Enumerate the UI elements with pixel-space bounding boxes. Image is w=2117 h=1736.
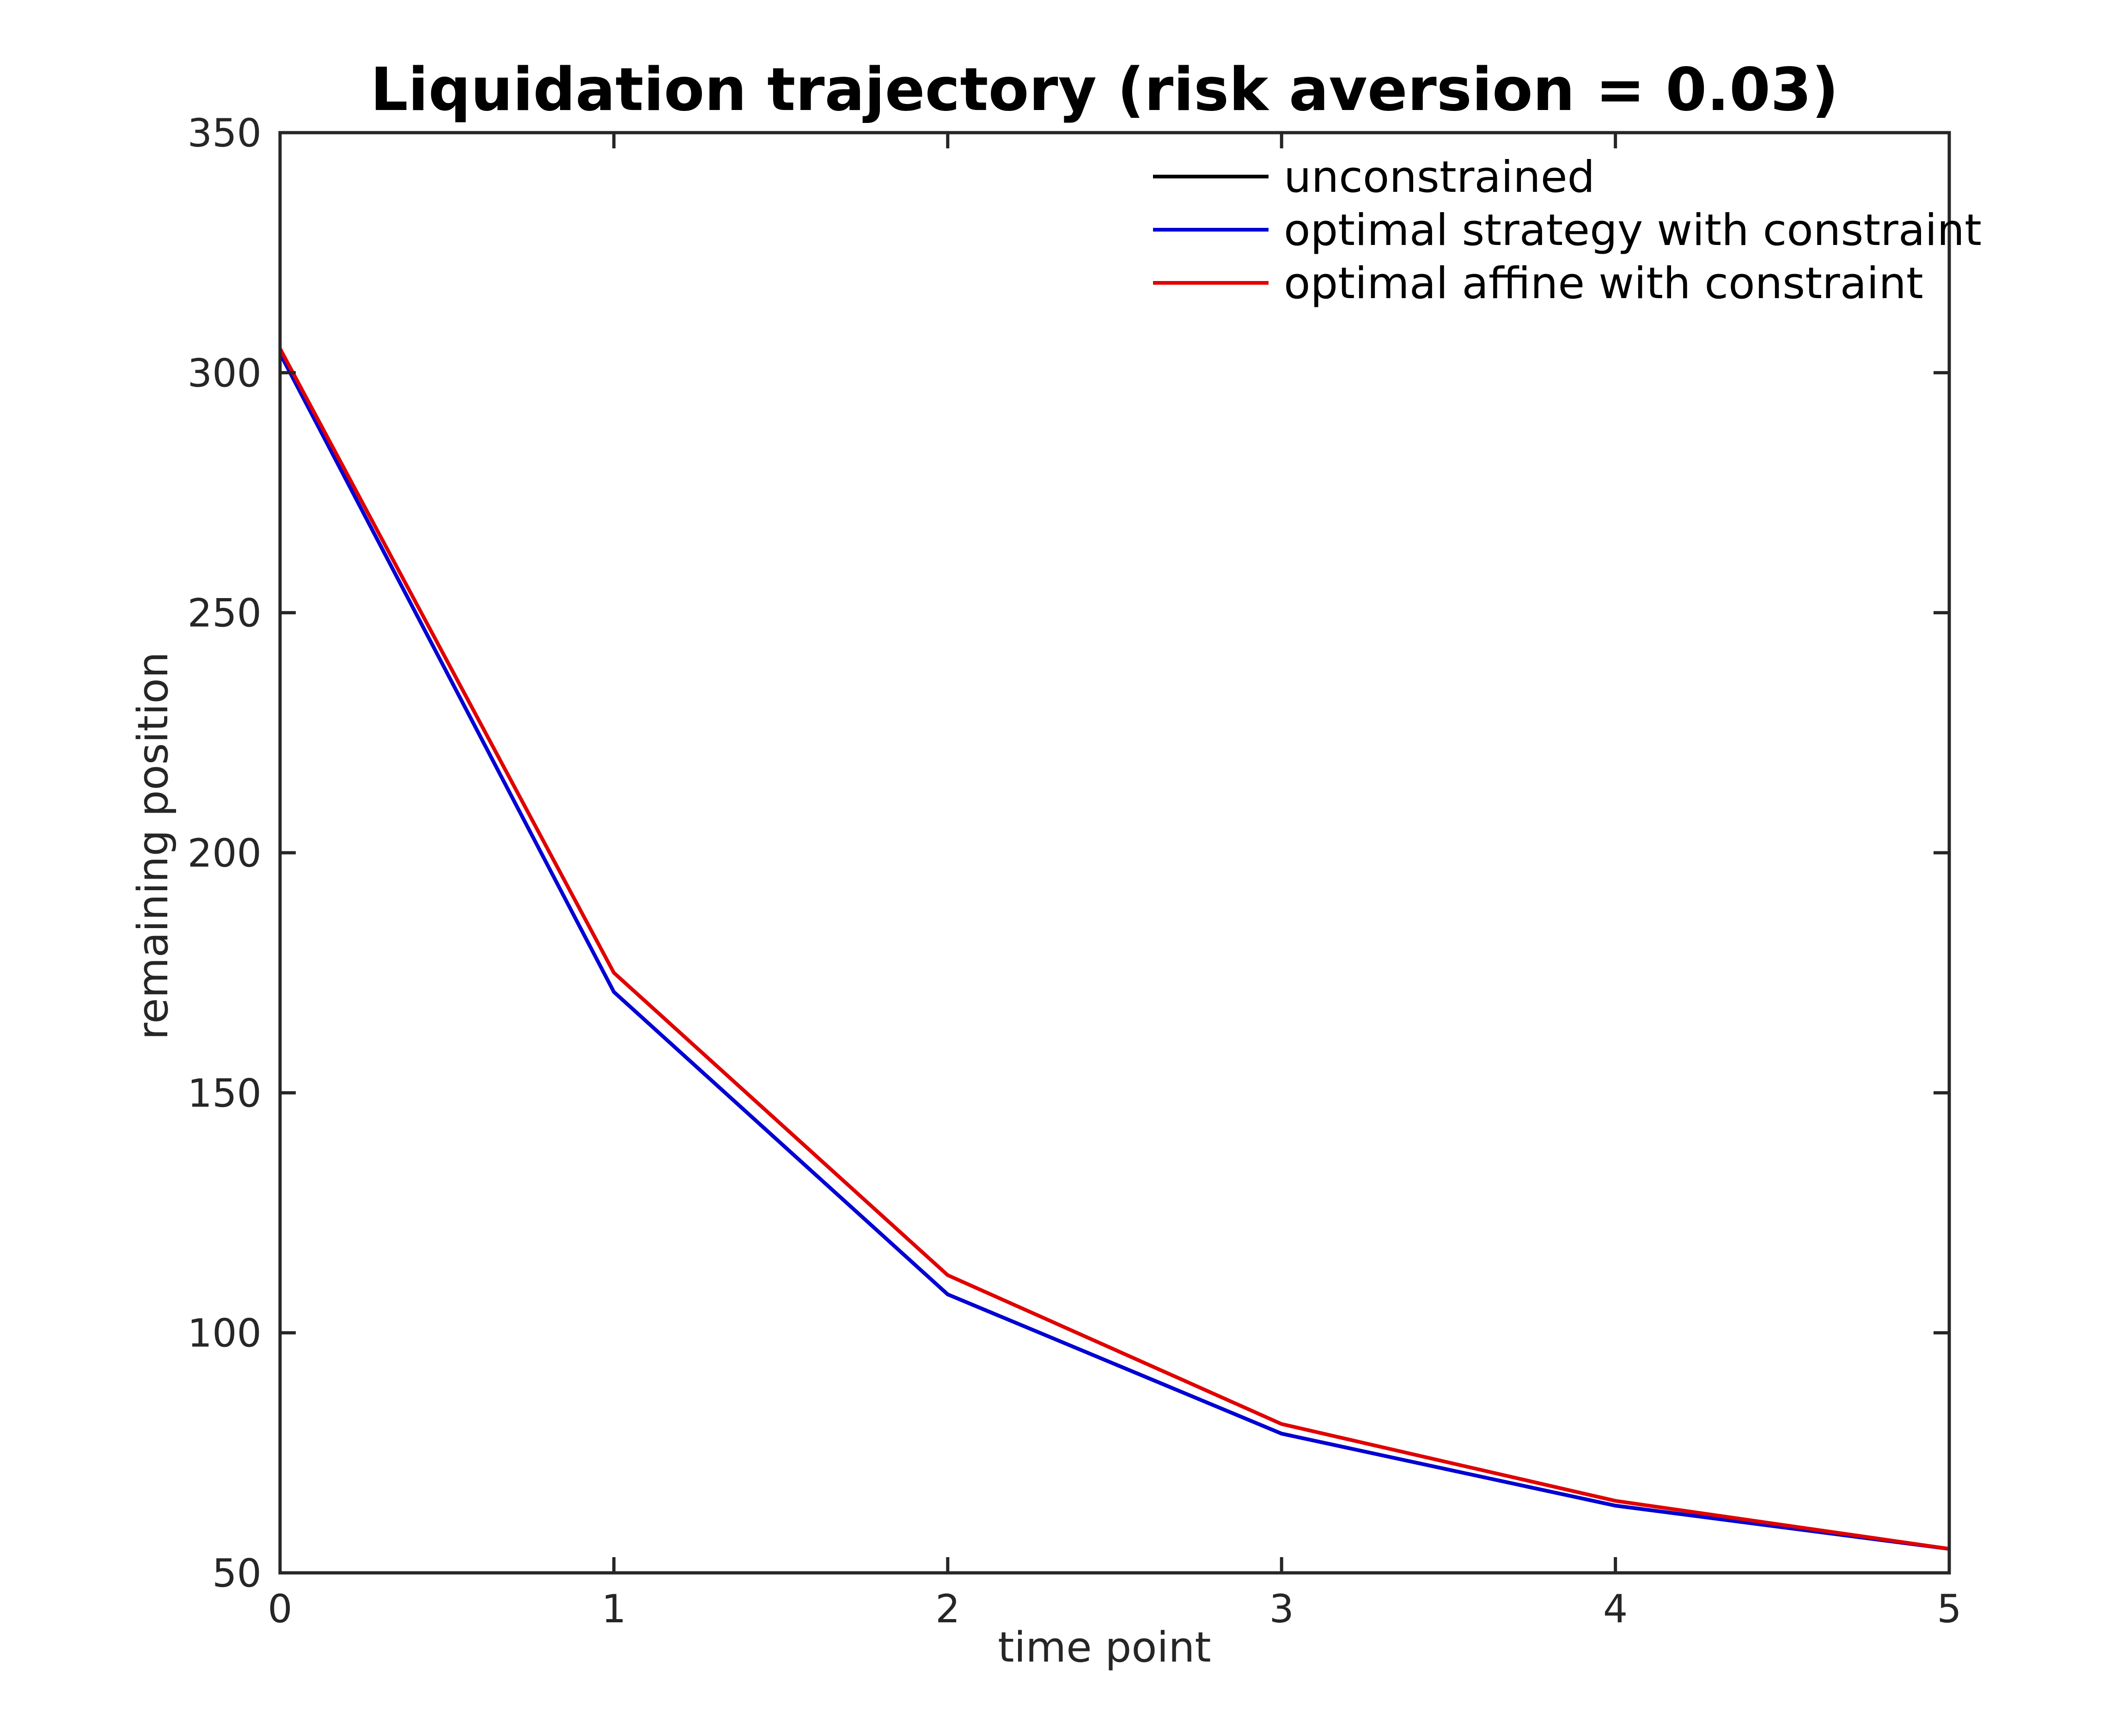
x-tick-label: 2 [935,1586,960,1632]
x-axis-label: time point [998,1623,1211,1672]
y-axis-label: remaining position [129,652,177,1040]
y-tick-label: 350 [188,110,262,156]
chart-title: Liquidation trajectory (risk aversion = … [370,55,1838,124]
series-line-optimal-affine-with-constraint [278,348,1950,1551]
x-tick-label: 3 [1269,1586,1293,1632]
y-tick-label: 250 [188,591,262,636]
y-tick-label: 100 [188,1311,262,1356]
y-tick-label: 300 [188,350,262,396]
legend-label: optimal affine with constraint [1284,258,1923,309]
y-tick-label: 50 [212,1551,262,1596]
x-tick-label: 0 [268,1586,292,1632]
legend-label: optimal strategy with constraint [1284,205,1982,256]
series-line-optimal-strategy-with-constraint [278,352,1950,1551]
x-tick-label: 4 [1603,1586,1628,1632]
plot-area: 0 1 2 3 4 5 50 100 150 200 250 300 350 [188,110,1962,1632]
x-tick-label: 5 [1937,1586,1961,1632]
x-tick-label: 1 [602,1586,626,1632]
y-tick-label: 150 [188,1070,262,1116]
legend-label: unconstrained [1284,152,1595,202]
y-tick-label: 200 [188,831,262,876]
